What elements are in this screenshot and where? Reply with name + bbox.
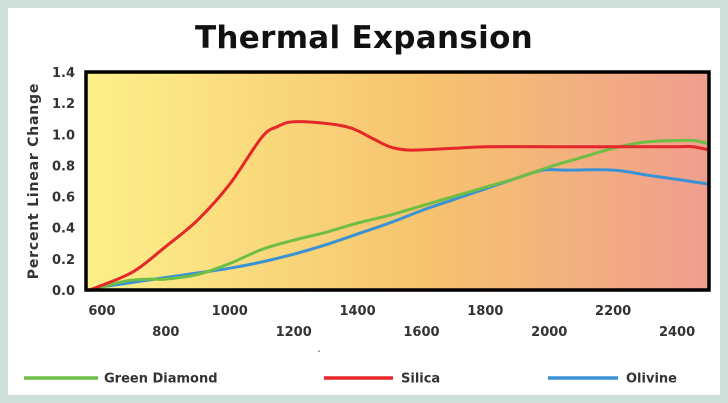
plot-area bbox=[86, 72, 709, 290]
x-tick-label: 1000 bbox=[212, 304, 248, 319]
x-tick-label: 1800 bbox=[467, 304, 503, 319]
y-axis-label: Percent Linear Change bbox=[26, 83, 42, 279]
legend-label-olivine: Olivine bbox=[626, 372, 677, 387]
x-tick-label: 1400 bbox=[339, 304, 375, 319]
y-tick-label: 0.2 bbox=[52, 253, 75, 268]
legend-label-green-diamond: Green Diamond bbox=[104, 372, 218, 387]
x-tick-label: 2400 bbox=[659, 325, 695, 340]
legend-label-silica: Silica bbox=[401, 372, 440, 387]
series-line-olivine bbox=[87, 168, 709, 290]
x-tick-label: 2000 bbox=[531, 325, 567, 340]
x-tick-label: 800 bbox=[152, 325, 179, 340]
y-tick-label: 1.2 bbox=[52, 97, 75, 112]
thermal-expansion-chart: 0.0 0.2 0.4 0.6 0.8 1.0 1.2 1.4 600 1000 1400 1800… bbox=[24, 66, 711, 387]
chart-title: Thermal Expansion bbox=[194, 20, 534, 56]
chart-panel: Thermal Expansion 0.0 0.2 0.4 0.6 0.8 1.0 1.2 1… bbox=[8, 8, 720, 395]
x-tick-label: 600 bbox=[88, 304, 115, 319]
y-tick-label: 0.8 bbox=[52, 159, 75, 174]
x-tick-label: 1600 bbox=[403, 325, 439, 340]
stray-dot: . bbox=[317, 341, 321, 355]
y-tick-label: 0.6 bbox=[52, 191, 75, 206]
x-tick-label: 1200 bbox=[276, 325, 312, 340]
y-tick-label: 0.0 bbox=[52, 284, 75, 299]
x-tick-label: 2200 bbox=[595, 304, 631, 319]
y-tick-label: 1.4 bbox=[52, 66, 75, 81]
legend: Green Diamond Silica Olivine bbox=[24, 372, 677, 387]
plot-frame bbox=[84, 70, 711, 292]
y-tick-label: 1.0 bbox=[52, 128, 75, 143]
series-line-silica bbox=[87, 120, 709, 290]
y-tick-label: 0.4 bbox=[52, 222, 75, 237]
